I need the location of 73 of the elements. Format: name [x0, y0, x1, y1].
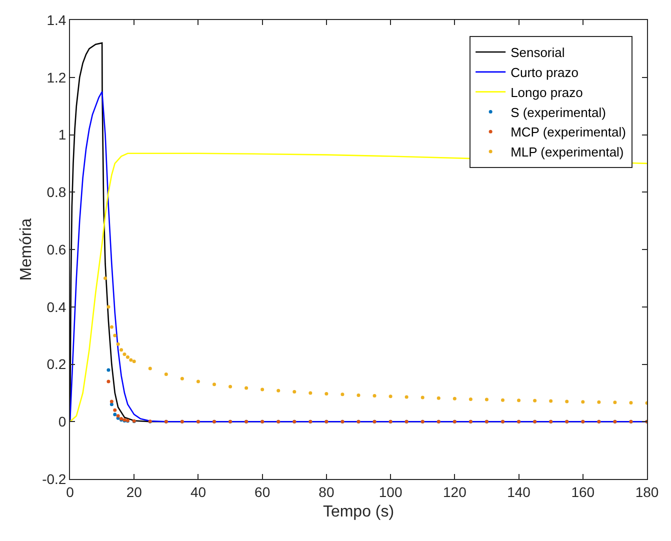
legend-label: Longo prazo: [510, 84, 583, 100]
point: [129, 358, 133, 362]
x-tick-label: 140: [507, 484, 531, 500]
point: [517, 398, 521, 402]
point: [106, 305, 110, 309]
point: [484, 398, 488, 402]
point: [116, 342, 120, 346]
point: [104, 276, 108, 280]
point: [372, 394, 376, 398]
point: [436, 396, 440, 400]
point: [126, 355, 130, 359]
point: [276, 388, 280, 392]
point: [420, 396, 424, 400]
legend-label: MCP (experimental): [510, 124, 626, 140]
y-tick-label: 0.2: [46, 356, 66, 372]
x-tick-label: 40: [190, 484, 206, 500]
point: [613, 400, 617, 404]
point: [501, 398, 504, 402]
point: [388, 394, 392, 398]
point: [164, 372, 168, 376]
legend-label: MLP (experimental): [510, 144, 624, 160]
y-tick-label: 0: [58, 414, 66, 430]
y-tick-label: -0.2: [42, 470, 66, 487]
point: [533, 398, 537, 402]
point: [549, 399, 553, 403]
point: [452, 396, 456, 400]
point: [356, 393, 360, 397]
point: [120, 348, 124, 352]
point: [404, 395, 408, 399]
y-axis-title: Memória: [18, 218, 35, 281]
x-axis-title: Tempo (s): [322, 504, 394, 520]
point: [106, 380, 110, 384]
x-tick-label: 100: [378, 484, 402, 500]
legend-label: Sensorial: [510, 45, 565, 60]
y-tick-label: 1.2: [46, 69, 66, 86]
point: [324, 392, 328, 396]
point: [340, 392, 344, 396]
point: [113, 412, 117, 416]
point: [597, 400, 601, 404]
point: [228, 384, 232, 388]
x-tick-label: 60: [254, 484, 270, 500]
point: [110, 400, 114, 404]
point: [260, 388, 264, 392]
point: [110, 402, 114, 406]
y-tick-label: 1: [58, 126, 66, 143]
point: [565, 400, 569, 404]
legend-label: S (experimental): [510, 104, 606, 120]
point: [106, 368, 110, 372]
y-tick-label: 0.6: [46, 241, 66, 258]
point: [581, 400, 585, 404]
point: [629, 400, 633, 404]
point: [292, 390, 296, 394]
point: [122, 352, 126, 356]
x-tick-label: 120: [442, 484, 467, 500]
x-tick-label: 20: [126, 484, 142, 500]
y-tick-label: 1.4: [46, 12, 66, 28]
x-tick-label: 80: [318, 484, 334, 500]
point: [180, 376, 184, 380]
legend-label: Curto prazo: [510, 64, 578, 80]
y-tick-label: 0.8: [46, 184, 66, 200]
x-tick-label: 180: [635, 484, 659, 500]
point: [113, 408, 117, 412]
point: [212, 382, 216, 386]
point: [468, 398, 472, 401]
x-tick-label: 160: [571, 484, 595, 500]
point: [110, 325, 114, 329]
point: [113, 334, 117, 338]
point: [308, 391, 312, 395]
point: [244, 386, 248, 390]
point: [196, 380, 200, 384]
point: [148, 366, 152, 370]
y-tick-label: 0.4: [46, 298, 66, 315]
point: [132, 360, 136, 364]
